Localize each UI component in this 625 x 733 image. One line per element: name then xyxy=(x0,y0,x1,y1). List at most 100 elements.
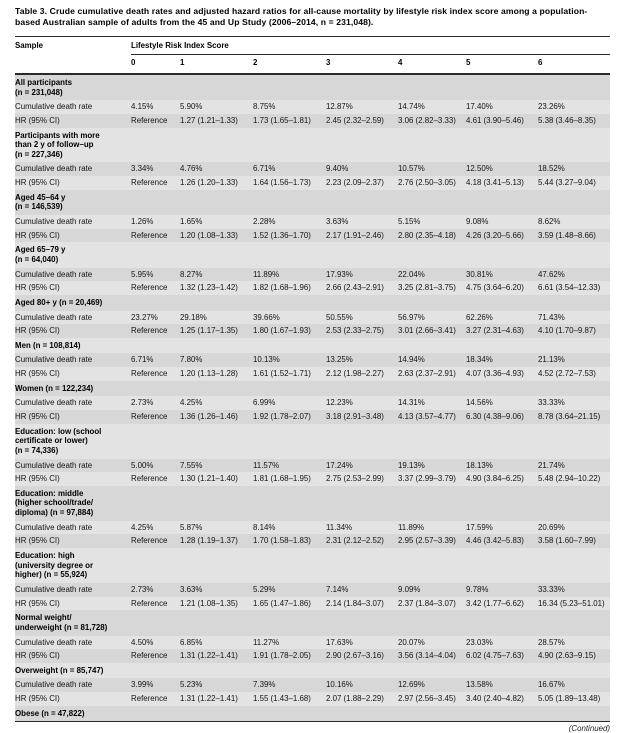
hr-cell: 3.01 (2.66–3.41) xyxy=(398,324,466,338)
death-rate-cell: 4.50% xyxy=(131,635,180,650)
death-rate-cell: 6.71% xyxy=(131,353,180,368)
death-rate-cell: 14.74% xyxy=(398,100,466,114)
hr-cell: 1.64 (1.56–1.73) xyxy=(253,176,326,190)
hr-row-label: HR (95% CI) xyxy=(15,113,131,128)
death-rate-cell: 18.13% xyxy=(466,458,538,473)
section-label: Education: high (university degree or hi… xyxy=(15,548,611,583)
hr-row: HR (95% CI) Reference 1.31 (1.22–1.41) 1.91… xyxy=(15,649,611,663)
hr-cell: 4.90 (2.63–9.15) xyxy=(538,649,611,663)
death-rate-cell: 9.08% xyxy=(466,215,538,229)
death-rate-cell: 10.13% xyxy=(253,353,326,368)
section-row: Aged 45–64 y (n = 146,539) xyxy=(15,189,611,216)
hr-row-label: HR (95% CI) xyxy=(15,534,131,549)
hr-row-label: HR (95% CI) xyxy=(15,649,131,663)
death-rate-cell: 33.33% xyxy=(538,582,611,597)
death-rate-row-label: Cumulative death rate xyxy=(15,162,131,177)
hr-cell: 1.20 (1.08–1.33) xyxy=(180,228,253,243)
death-rate-cell: 7.80% xyxy=(180,353,253,368)
death-rate-cell: 4.25% xyxy=(131,520,180,535)
hr-row: HR (95% CI) Reference 1.26 (1.20–1.33) 1.64… xyxy=(15,176,611,190)
score-column-header-1: 1 xyxy=(180,54,253,75)
hr-cell: 1.91 (1.78–2.05) xyxy=(253,649,326,663)
death-rate-cell: 5.15% xyxy=(398,215,466,229)
hr-cell: 3.58 (1.60–7.99) xyxy=(538,534,611,549)
death-rate-cell: 8.14% xyxy=(253,520,326,535)
death-rate-cell: 11.57% xyxy=(253,458,326,473)
death-rate-cell: 2.28% xyxy=(253,215,326,229)
hr-cell: 1.26 (1.20–1.33) xyxy=(180,176,253,190)
hr-cell: 2.95 (2.57–3.39) xyxy=(398,534,466,549)
section-label: Participants with more than 2 y of follo… xyxy=(15,127,611,163)
hr-cell: 3.37 (2.99–3.79) xyxy=(398,472,466,486)
hr-cell: 4.13 (3.57–4.77) xyxy=(398,409,466,424)
death-rate-cell: 5.90% xyxy=(180,100,253,114)
section-row: Education: low (school certificate or lo… xyxy=(15,423,611,459)
hr-cell: Reference xyxy=(131,113,180,128)
death-rate-row-label: Cumulative death rate xyxy=(15,100,131,114)
hr-cell: 2.66 (2.43–2.91) xyxy=(326,281,398,295)
death-rate-row: Cumulative death rate 4.50% 6.85% 11.27% 17.… xyxy=(15,635,611,650)
hr-cell: 1.82 (1.68–1.96) xyxy=(253,281,326,295)
hr-cell: 1.55 (1.43–1.68) xyxy=(253,692,326,706)
hr-row: HR (95% CI) Reference 1.27 (1.21–1.33) 1.73… xyxy=(15,113,611,128)
death-rate-cell: 20.07% xyxy=(398,635,466,650)
score-column-header-5: 5 xyxy=(466,54,538,75)
death-rate-cell: 2.73% xyxy=(131,396,180,410)
death-rate-row: Cumulative death rate 3.99% 5.23% 7.39% 10.1… xyxy=(15,678,611,693)
score-column-header-2: 2 xyxy=(253,54,326,75)
hr-cell: 4.18 (3.41–5.13) xyxy=(466,176,538,190)
death-rate-cell: 20.69% xyxy=(538,520,611,535)
hr-cell: 2.14 (1.84–3.07) xyxy=(326,596,398,611)
death-rate-cell: 28.57% xyxy=(538,635,611,650)
hr-cell: 1.52 (1.36–1.70) xyxy=(253,228,326,243)
hr-cell: 6.30 (4.38–9.06) xyxy=(466,409,538,424)
hr-cell: Reference xyxy=(131,472,180,486)
hr-row: HR (95% CI) Reference 1.32 (1.23–1.42) 1.82… xyxy=(15,281,611,295)
hr-cell: 1.20 (1.13–1.28) xyxy=(180,367,253,381)
section-row: Education: middle (higher school/trade/ … xyxy=(15,485,611,521)
death-rate-cell: 1.65% xyxy=(180,215,253,229)
death-rate-cell: 9.40% xyxy=(326,162,398,177)
death-rate-row-label: Cumulative death rate xyxy=(15,635,131,650)
death-rate-cell: 7.14% xyxy=(326,582,398,597)
hr-cell: 16.34 (5.23–51.01) xyxy=(538,596,611,611)
death-rate-row: Cumulative death rate 4.25% 5.87% 8.14% 11.3… xyxy=(15,520,611,535)
death-rate-cell: 21.13% xyxy=(538,353,611,368)
section-label: Aged 45–64 y (n = 146,539) xyxy=(15,189,611,216)
death-rate-row-label: Cumulative death rate xyxy=(15,310,131,325)
hr-cell: Reference xyxy=(131,281,180,295)
death-rate-row: Cumulative death rate 3.34% 4.76% 6.71% 9.40… xyxy=(15,162,611,177)
death-rate-cell: 5.00% xyxy=(131,458,180,473)
death-rate-row: Cumulative death rate 2.73% 4.25% 6.99% 12.2… xyxy=(15,396,611,410)
hr-cell: 4.75 (3.64–6.20) xyxy=(466,281,538,295)
hr-cell: Reference xyxy=(131,649,180,663)
death-rate-cell: 16.67% xyxy=(538,678,611,693)
hr-cell: 5.38 (3.46–8.35) xyxy=(538,113,611,128)
hr-cell: 5.48 (2.94–10.22) xyxy=(538,472,611,486)
death-rate-cell: 12.87% xyxy=(326,100,398,114)
section-label: Obese (n = 47,822) xyxy=(15,705,611,723)
hr-row-label: HR (95% CI) xyxy=(15,367,131,381)
hr-cell: 8.78 (3.64–21.15) xyxy=(538,409,611,424)
hr-cell: Reference xyxy=(131,409,180,424)
table-title: Table 3. Crude cumulative death rates an… xyxy=(15,6,588,28)
hr-cell: 4.10 (1.70–9.87) xyxy=(538,324,611,338)
death-rate-row-label: Cumulative death rate xyxy=(15,396,131,410)
hr-cell: 6.02 (4.75–7.63) xyxy=(466,649,538,663)
death-rate-cell: 23.03% xyxy=(466,635,538,650)
death-rate-cell: 8.27% xyxy=(180,267,253,282)
death-rate-row: Cumulative death rate 1.26% 1.65% 2.28% 3.63… xyxy=(15,215,611,229)
section-row: Women (n = 122,234) xyxy=(15,380,611,397)
death-rate-cell: 71.43% xyxy=(538,310,611,325)
hr-cell: 2.97 (2.56–3.45) xyxy=(398,692,466,706)
hr-cell: Reference xyxy=(131,692,180,706)
hr-row-label: HR (95% CI) xyxy=(15,692,131,706)
death-rate-cell: 9.78% xyxy=(466,582,538,597)
hr-row-label: HR (95% CI) xyxy=(15,176,131,190)
hr-cell: 2.07 (1.88–2.29) xyxy=(326,692,398,706)
death-rate-cell: 5.23% xyxy=(180,678,253,693)
section-row: All participants (n = 231,048) xyxy=(15,73,611,101)
